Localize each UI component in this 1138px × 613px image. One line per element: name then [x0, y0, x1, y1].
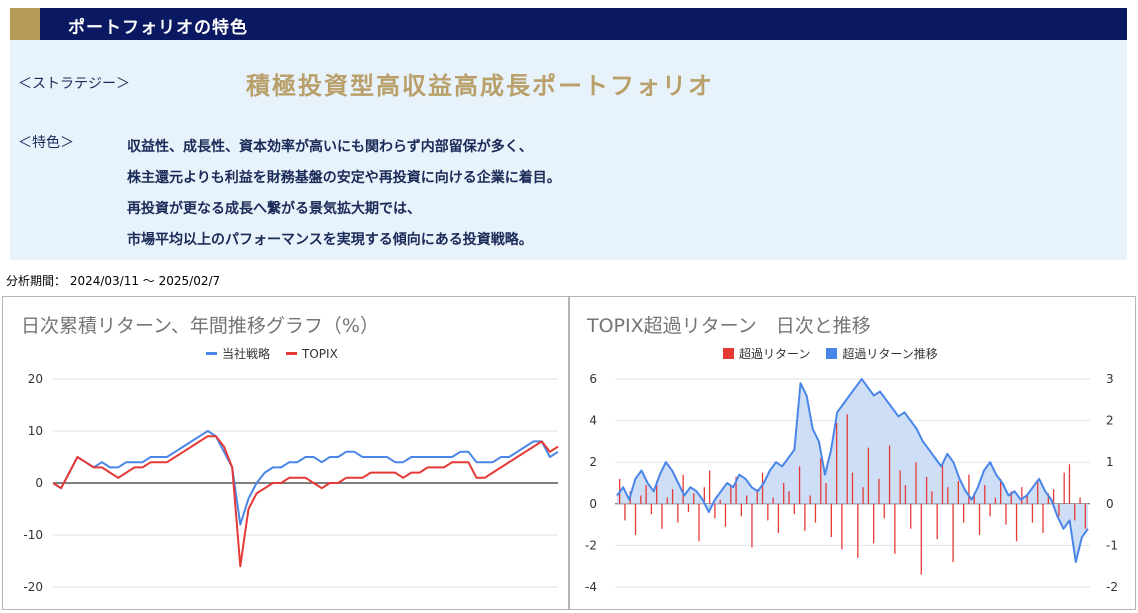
excess-return-chart: 6 4 2 0 -2 -4 3 2 1 0 -1 -2 TOPIX超過リターン 日次と推移 超過リター… [569, 296, 1136, 610]
y-tick-label: 0 [35, 476, 43, 490]
y-tick-label: 10 [28, 424, 43, 438]
feature-line: 収益性、成長性、資本効率が高いにも関わらず内部留保が多く、 [127, 139, 533, 155]
panel-header: ポートフォリオの特色 [10, 8, 1127, 40]
feature-label: ＜特色＞ [18, 135, 74, 151]
legend-item: 超過リターン [723, 345, 810, 362]
chart-legend: 当社戦略 TOPIX [206, 345, 354, 362]
cumulative-return-chart: 20 10 0 -10 -20 日次累積リターン、年間推移グラフ（%） 当社戦略 TOP… [2, 296, 569, 610]
feature-line: 再投資が更なる成長へ繋がる景気拡大期では、 [127, 201, 421, 217]
excess-return-plot: 6 4 2 0 -2 -4 3 2 1 0 -1 -2 [585, 372, 1118, 594]
y-left-tick-label: -4 [585, 580, 597, 594]
chart-title: TOPIX超過リターン 日次と推移 [587, 315, 871, 337]
y-left-tick-label: 2 [589, 455, 597, 469]
legend-item: 超過リターン推移 [826, 345, 938, 362]
y-tick-label: -20 [23, 580, 43, 594]
y-right-tick-label: 0 [1106, 497, 1114, 511]
chart-legend: 超過リターン 超過リターン推移 [723, 345, 954, 362]
trend-line [616, 378, 1089, 563]
cumulative-return-plot: 20 10 0 -10 -20 [23, 372, 559, 594]
legend-line-swatch [206, 352, 217, 355]
portfolio-feature-panel: ポートフォリオの特色 ＜ストラテジー＞ 積極投資型高収益高成長ポートフォリオ ＜… [10, 8, 1127, 260]
chart-title: 日次累積リターン、年間推移グラフ（%） [21, 315, 379, 337]
legend-swatch [723, 348, 734, 359]
y-right-tick-label: 1 [1106, 455, 1114, 469]
series-line [52, 435, 559, 568]
y-left-tick-label: 4 [589, 414, 597, 428]
analysis-period: 分析期間： 2024/03/11 ～ 2025/02/7 [6, 274, 221, 288]
y-right-tick-label: 3 [1106, 372, 1114, 386]
legend-label: 超過リターン [739, 347, 811, 361]
y-right-tick-label: -1 [1106, 538, 1118, 552]
y-left-tick-label: 6 [589, 372, 597, 386]
legend-label: TOPIX [302, 346, 338, 361]
legend-item: TOPIX [286, 347, 338, 361]
y-right-tick-label: 2 [1106, 414, 1114, 428]
y-left-tick-label: 0 [589, 497, 597, 511]
feature-line: 株主還元よりも利益を財務基盤の安定や再投資に向ける企業に着目。 [127, 170, 561, 186]
y-tick-label: 20 [28, 372, 43, 386]
legend-line-swatch [286, 352, 298, 355]
trend-area-fill [617, 379, 1088, 562]
header-accent-block [10, 8, 40, 40]
strategy-label: ＜ストラテジー＞ [18, 76, 130, 92]
panel-header-title: ポートフォリオの特色 [68, 18, 248, 38]
strategy-name: 積極投資型高収益高成長ポートフォリオ [246, 72, 714, 100]
feature-lines: 収益性、成長性、資本効率が高いにも関わらず内部留保が多く、 株主還元よりも利益を… [127, 132, 561, 256]
legend-label: 当社戦略 [222, 347, 271, 361]
y-right-tick-label: -2 [1106, 580, 1118, 594]
feature-line: 市場平均以上のパフォーマンスを実現する傾向にある投資戦略。 [127, 232, 533, 248]
y-left-tick-label: -2 [585, 538, 597, 552]
legend-item: 当社戦略 [206, 345, 270, 362]
legend-swatch [826, 348, 838, 359]
series-line [52, 430, 559, 526]
y-tick-label: -10 [23, 528, 43, 542]
legend-label: 超過リターン推移 [842, 347, 938, 361]
